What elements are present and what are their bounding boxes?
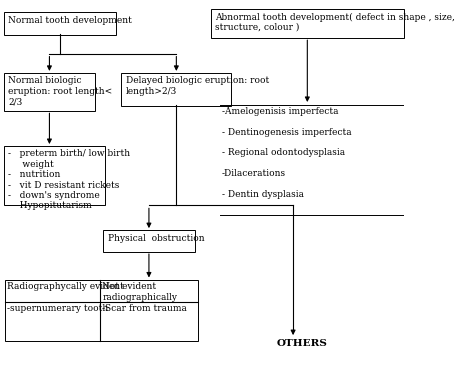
Bar [5, 280, 198, 341]
Text: Radiographycally evident: Radiographycally evident [7, 282, 124, 291]
Text: Delayed biologic eruption: root
length>2/3: Delayed biologic eruption: root length>2… [126, 76, 269, 96]
Text: Normal biologic
eruption: root length<
2/3: Normal biologic eruption: root length< 2… [8, 76, 112, 106]
FancyBboxPatch shape [121, 73, 231, 106]
Text: -Amelogenisis imperfecta

- Dentinogenesis imperfecta

- Regional odontodysplasi: -Amelogenisis imperfecta - Dentinogenesi… [222, 107, 352, 199]
Text: Normal tooth development: Normal tooth development [8, 16, 132, 25]
FancyBboxPatch shape [103, 230, 195, 252]
FancyBboxPatch shape [3, 12, 116, 35]
FancyBboxPatch shape [3, 73, 95, 112]
FancyBboxPatch shape [210, 9, 404, 39]
Text: OTHERS: OTHERS [277, 339, 328, 348]
FancyBboxPatch shape [3, 146, 106, 205]
Text: -supernumerary tooth: -supernumerary tooth [7, 304, 108, 313]
Text: Abnormal tooth development( defect in shape , size,
structure, colour ): Abnormal tooth development( defect in sh… [215, 12, 455, 32]
Text: Not evident
radiographically: Not evident radiographically [102, 282, 177, 302]
Text: -Scar from trauma: -Scar from trauma [102, 304, 187, 313]
Text: Physical  obstruction: Physical obstruction [108, 233, 204, 243]
Text: -   preterm birth/ low birth
     weight
-   nutrition
-   vit D resistant ricke: - preterm birth/ low birth weight - nutr… [8, 149, 130, 211]
